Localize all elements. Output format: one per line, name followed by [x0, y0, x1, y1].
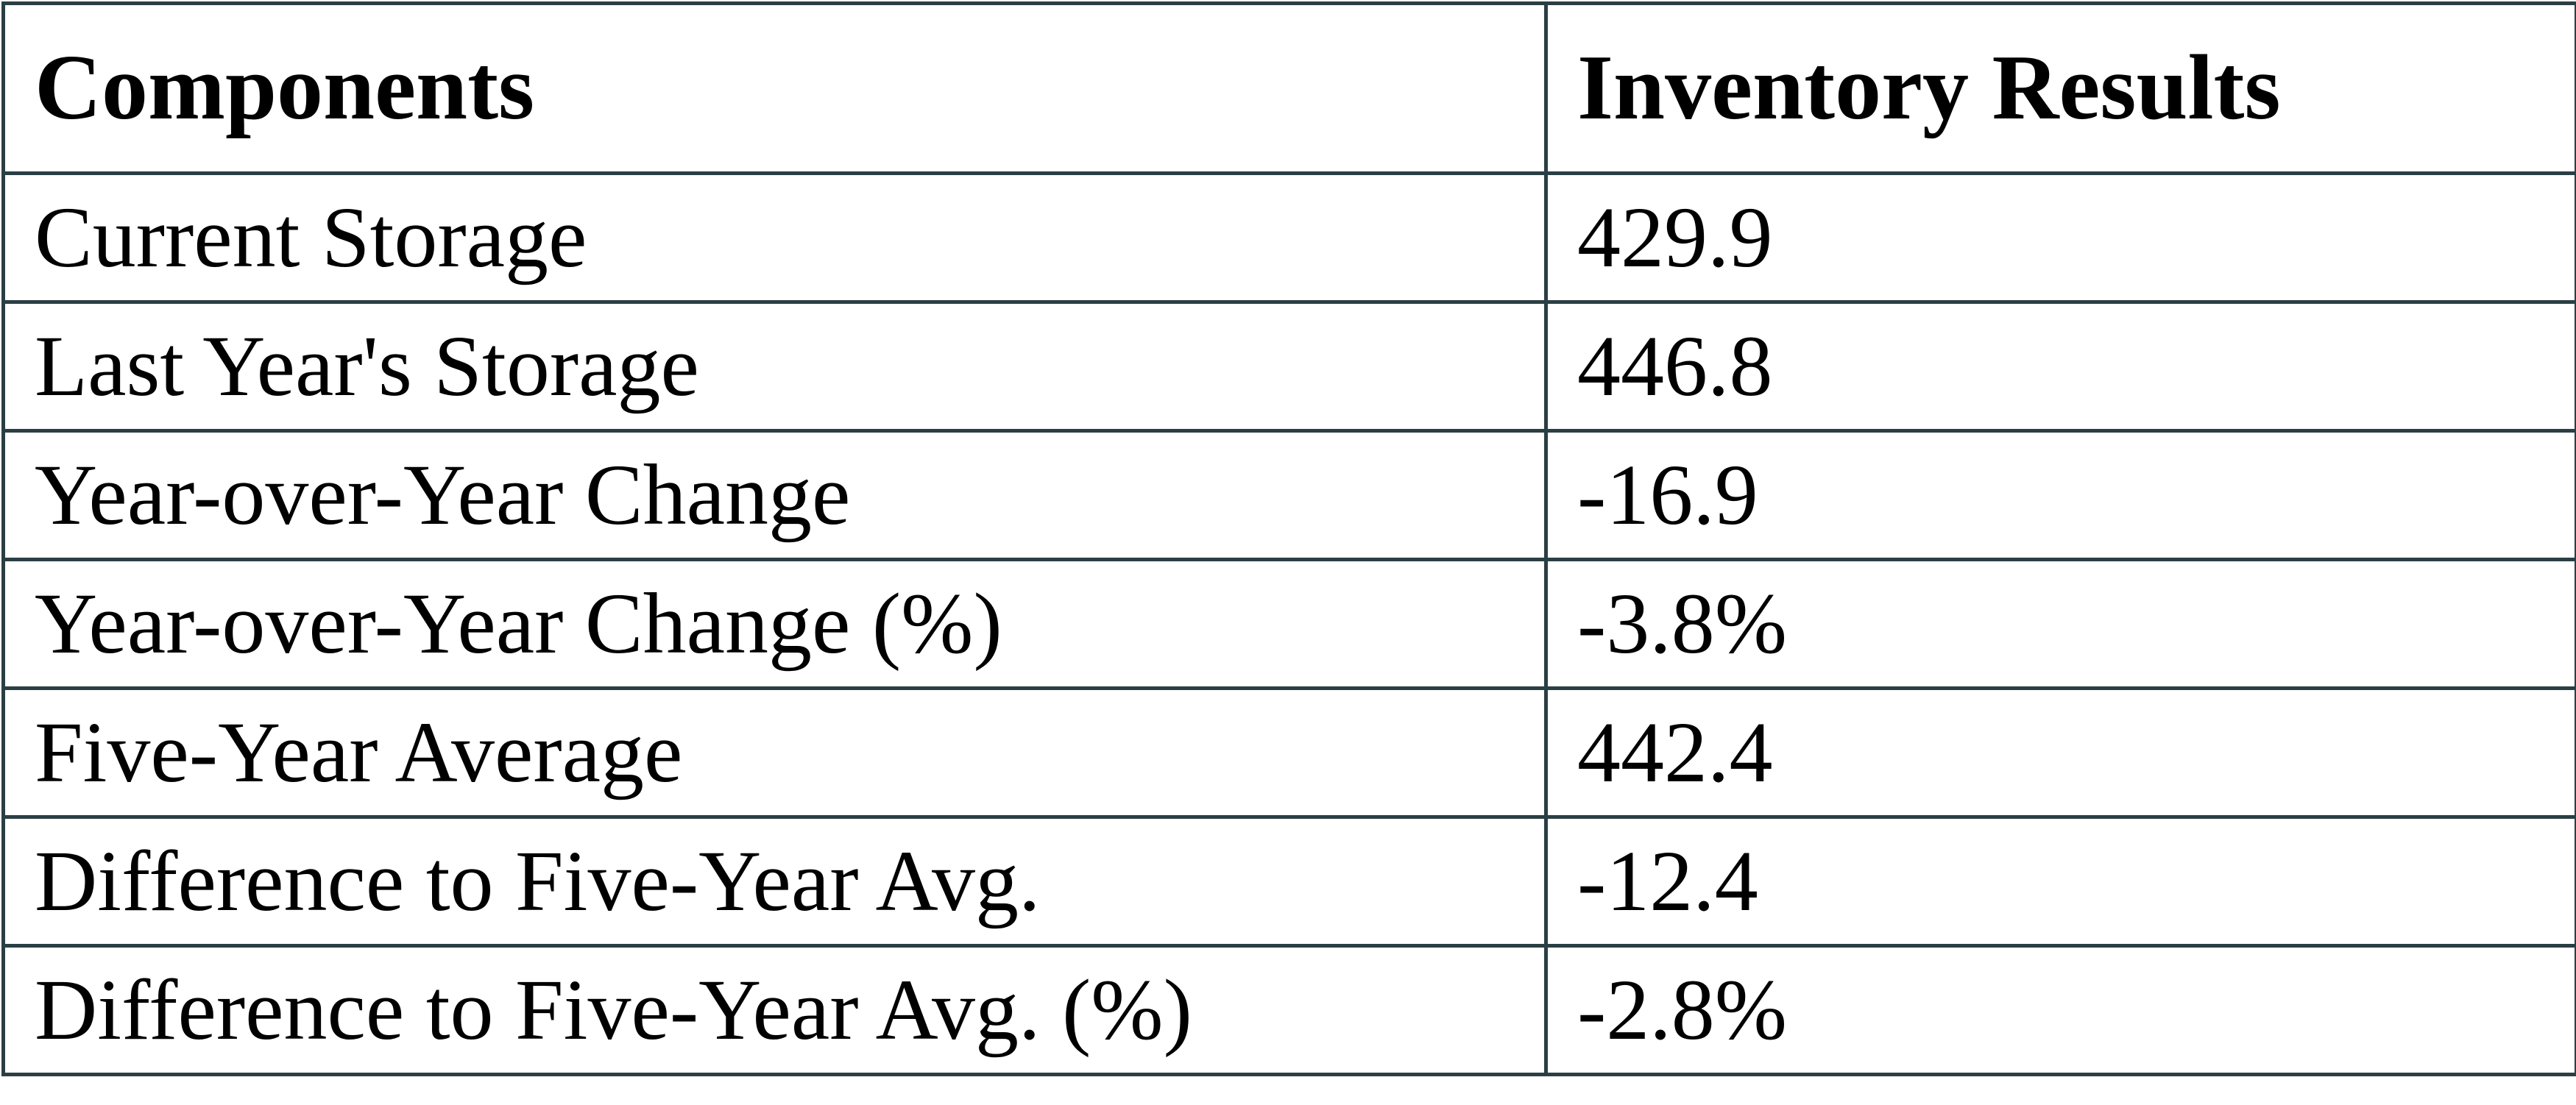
- result-cell: 429.9: [1546, 174, 2576, 302]
- component-cell: Last Year's Storage: [4, 302, 1546, 431]
- table-row: Year-over-Year Change-16.9: [4, 431, 2576, 560]
- table-row: Difference to Five-Year Avg. (%)-2.8%: [4, 946, 2576, 1075]
- header-cell: Components: [4, 4, 1546, 174]
- result-cell: -16.9: [1546, 431, 2576, 560]
- result-cell: 446.8: [1546, 302, 2576, 431]
- result-cell: -3.8%: [1546, 560, 2576, 689]
- result-cell: -12.4: [1546, 817, 2576, 946]
- component-cell: Five-Year Average: [4, 689, 1546, 817]
- result-cell: -2.8%: [1546, 946, 2576, 1075]
- result-cell: 442.4: [1546, 689, 2576, 817]
- component-cell: Current Storage: [4, 174, 1546, 302]
- component-cell: Year-over-Year Change (%): [4, 560, 1546, 689]
- header-cell: Inventory Results: [1546, 4, 2576, 174]
- component-cell: Difference to Five-Year Avg.: [4, 817, 1546, 946]
- component-cell: Year-over-Year Change: [4, 431, 1546, 560]
- component-cell: Difference to Five-Year Avg. (%): [4, 946, 1546, 1075]
- table-row: Year-over-Year Change (%)-3.8%: [4, 560, 2576, 689]
- table-row: Difference to Five-Year Avg.-12.4: [4, 817, 2576, 946]
